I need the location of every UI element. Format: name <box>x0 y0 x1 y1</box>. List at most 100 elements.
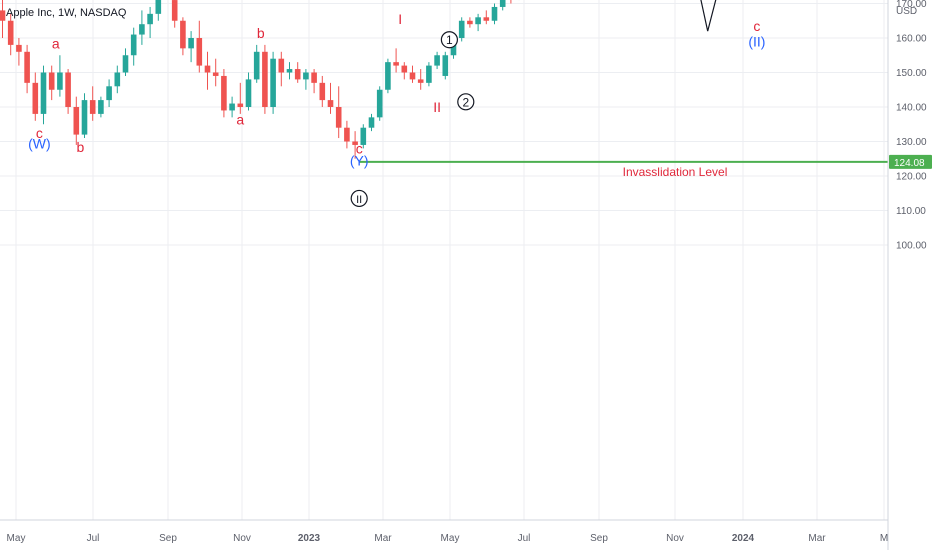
candle-body <box>286 69 293 73</box>
circle-marker <box>440 31 458 49</box>
circle-marker-label: II <box>356 194 362 206</box>
candle-body <box>65 72 71 107</box>
wave-label: a <box>236 111 244 127</box>
wave-labels-layer: ac(W)b(X)cbac(Y)IIIIIIIVV(I)abc(II)12345… <box>28 11 765 208</box>
price-axis[interactable]: 240.00230.00220.00210.00200.00190.00180.… <box>866 0 932 550</box>
candle-body <box>40 72 47 114</box>
candle-body <box>376 89 383 118</box>
candle-body <box>122 55 129 73</box>
level-price-box <box>889 154 932 169</box>
y-tick-label: 110.00 <box>896 206 926 217</box>
candle-body <box>335 107 342 128</box>
candle-body <box>245 79 252 107</box>
candle-body <box>483 17 490 21</box>
candle-body <box>32 82 39 114</box>
candle-body <box>81 100 88 135</box>
candle-body <box>253 51 260 80</box>
candle-body <box>352 141 358 145</box>
candle-body <box>393 62 399 66</box>
candle-body <box>204 65 211 73</box>
circle-marker <box>457 93 475 111</box>
candle-body <box>491 6 498 21</box>
x-tick-label: 2024 <box>732 533 755 544</box>
candle-body <box>270 58 276 107</box>
candle-body <box>89 100 96 114</box>
x-tick-label: Jul <box>87 533 100 544</box>
candle-body <box>344 127 350 142</box>
wave-label: (Y) <box>350 153 369 169</box>
candle-body <box>24 51 30 83</box>
candle-body <box>467 20 473 25</box>
y-tick-label: 150.00 <box>896 68 927 79</box>
chart-title: Apple Inc, 1W, NASDAQ <box>6 7 127 19</box>
wave-label: c <box>753 18 760 34</box>
invalidation-label: Invasslidation Level <box>623 165 728 179</box>
candle-body <box>262 51 268 107</box>
candle-body <box>147 13 153 25</box>
wave-label: I <box>398 11 402 27</box>
candle-body <box>327 100 334 107</box>
projection-path <box>700 0 717 32</box>
candle-body <box>368 117 375 128</box>
x-tick-label: 2023 <box>298 533 321 544</box>
x-tick-label: May <box>7 533 26 544</box>
currency-label: USD <box>896 6 917 17</box>
candle-body <box>0 10 6 21</box>
candle-body <box>180 20 186 49</box>
candle-body <box>139 24 145 35</box>
candle-body <box>16 44 22 52</box>
candle-body <box>229 103 235 111</box>
candle-body <box>417 79 424 83</box>
candle-body <box>319 82 326 101</box>
candle-body <box>458 20 465 38</box>
projection-layer <box>700 0 717 32</box>
candle-body <box>155 0 162 14</box>
x-tick-label: Mar <box>808 533 826 544</box>
level-price-value: 124.08 <box>894 158 925 169</box>
candle-body <box>434 55 440 66</box>
candle-body <box>475 17 481 25</box>
candle-body <box>360 127 367 145</box>
y-tick-label: 170.00 <box>896 0 927 10</box>
x-tick-label: M <box>880 533 888 544</box>
candle-body <box>426 65 432 83</box>
y-tick-label: 160.00 <box>896 34 927 45</box>
candle-body <box>48 72 55 90</box>
candle-body <box>106 86 112 101</box>
candle-body <box>98 100 104 114</box>
wave-label: c <box>36 125 43 141</box>
candle-body <box>294 69 301 80</box>
candle-body <box>73 107 80 135</box>
candle-body <box>57 72 63 90</box>
x-tick-label: Nov <box>666 533 684 544</box>
wave-label: a <box>52 35 60 51</box>
candle-body <box>114 72 121 87</box>
wave-label: b <box>77 139 85 155</box>
time-axis[interactable]: May Jul Sep Nov 2023 Mar May Jul Sep Nov 2024 Mar M <box>0 519 888 544</box>
candle-body <box>237 103 244 107</box>
x-tick-label: May <box>441 533 460 544</box>
y-tick-label: 100.00 <box>896 241 927 252</box>
candle-body <box>401 65 408 73</box>
wave-label: (II) <box>748 34 765 50</box>
candle-body <box>171 0 178 21</box>
candle-body <box>499 0 506 7</box>
circle-marker <box>350 189 368 208</box>
candle-body <box>196 38 203 66</box>
candle-body <box>212 72 219 76</box>
x-tick-label: Sep <box>159 533 177 544</box>
candle-body <box>188 38 194 49</box>
x-tick-label: Nov <box>233 533 251 544</box>
wave-label: (W) <box>28 135 51 151</box>
circle-marker-label: 1 <box>446 33 453 47</box>
wave-label: b <box>257 25 265 41</box>
y-tick-label: 140.00 <box>896 103 927 114</box>
y-tick-label: 130.00 <box>896 137 927 148</box>
circle-marker-label: 2 <box>462 95 469 109</box>
wave-label: II <box>433 99 441 115</box>
candle-body <box>409 72 416 80</box>
x-tick-label: Jul <box>518 533 531 544</box>
candle-body <box>130 34 137 56</box>
